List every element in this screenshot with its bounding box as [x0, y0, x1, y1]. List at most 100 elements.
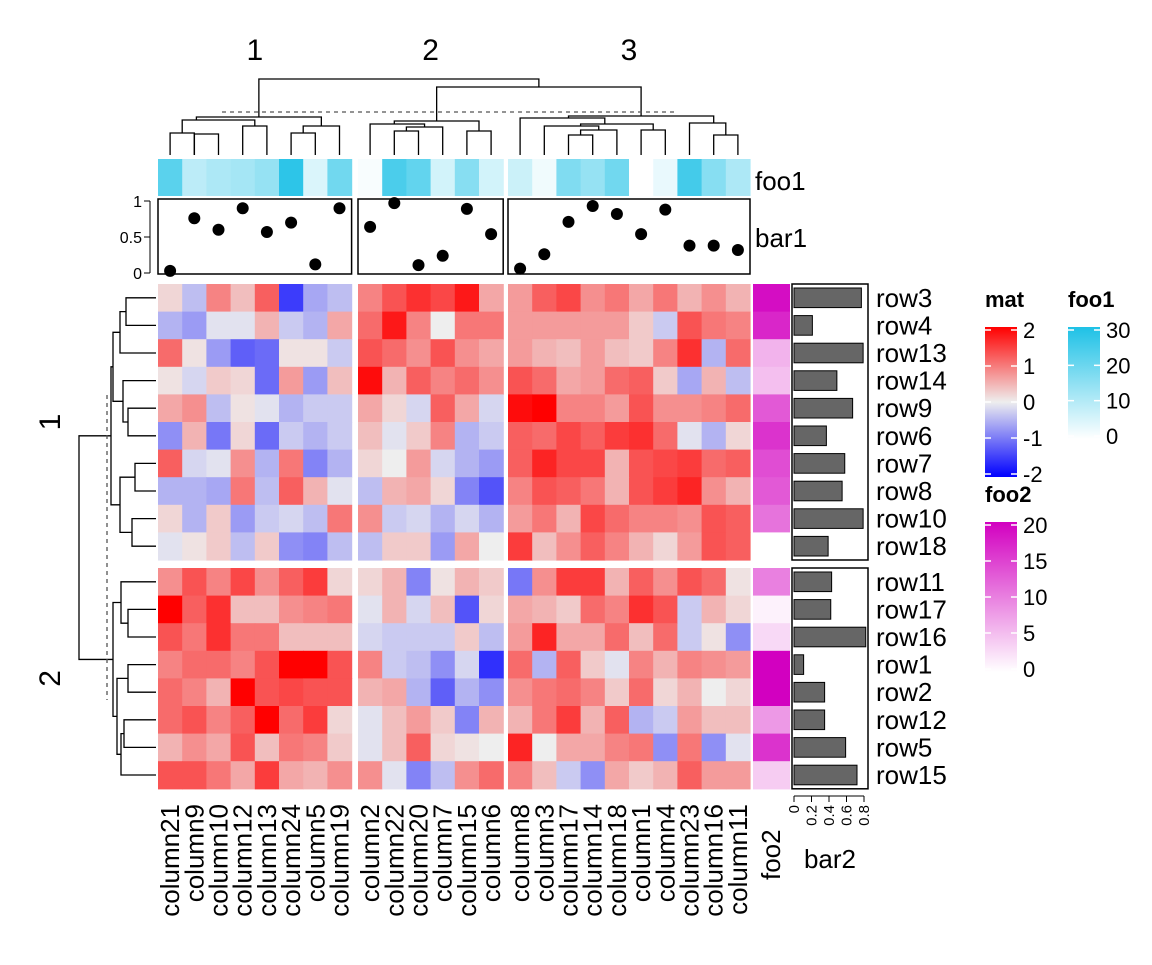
bar1-point	[285, 216, 298, 229]
heatmap-cell	[653, 623, 678, 652]
heatmap-cell	[382, 449, 407, 478]
foo1-cell	[430, 159, 456, 196]
heatmap-cell	[604, 311, 630, 340]
heatmap-cell	[327, 678, 353, 707]
row-name: row7	[876, 448, 932, 478]
heatmap-cell	[382, 761, 407, 790]
heatmap-cell	[327, 568, 353, 597]
heatmap-cell	[254, 339, 280, 368]
heatmap-cell	[254, 650, 280, 679]
column-slice-title: 1	[246, 34, 263, 67]
heatmap-cell	[382, 595, 407, 624]
foo1-cell	[454, 159, 480, 196]
heatmap-cell	[479, 623, 504, 652]
bar1-point	[309, 258, 322, 271]
heatmap-cell	[327, 394, 353, 423]
foo1-cell	[206, 159, 232, 196]
heatmap-cell	[206, 311, 232, 340]
legend-tick-label: 20	[1023, 513, 1047, 538]
heatmap-cell	[230, 650, 256, 679]
heatmap-cell	[279, 623, 304, 652]
heatmap-cell	[580, 284, 606, 313]
dendrogram-branch	[519, 117, 606, 155]
heatmap-cell	[254, 394, 280, 423]
heatmap-cell	[158, 504, 183, 533]
heatmap-cell	[279, 504, 304, 533]
heatmap-cell	[303, 366, 328, 395]
heatmap-cell	[206, 449, 232, 478]
bar2-bar	[793, 453, 846, 474]
bar2-bar	[793, 571, 833, 593]
heatmap-cell	[454, 311, 480, 340]
heatmap-cell	[580, 706, 606, 735]
bar1-point	[188, 212, 201, 225]
dendrogram-branch	[195, 116, 322, 126]
heatmap-cell	[677, 394, 703, 423]
heatmap-cell	[454, 366, 480, 395]
heatmap-cell	[254, 761, 280, 790]
heatmap-cell	[230, 595, 256, 624]
dendrogram-branch	[134, 462, 156, 492]
heatmap-cell	[182, 339, 207, 368]
bar2-annotation: 0 0.2 0.4 0.6 0.8	[786, 283, 873, 826]
heatmap-cell	[532, 650, 557, 679]
bar2-bar	[793, 480, 843, 502]
heatmap-cell	[158, 477, 183, 506]
column-name: column10	[204, 804, 234, 917]
heatmap-cell	[508, 733, 533, 762]
heatmap-cell	[580, 623, 606, 652]
heatmap-cell	[254, 366, 280, 395]
heatmap-cell	[653, 568, 678, 597]
heatmap-cell	[604, 650, 630, 679]
heatmap-cell	[580, 595, 606, 624]
heatmap-cell	[532, 449, 557, 478]
bar1-point	[260, 225, 273, 238]
heatmap-cell	[303, 733, 328, 762]
heatmap-cell	[406, 595, 432, 624]
heatmap-cell	[303, 595, 328, 624]
heatmap-cell	[382, 339, 407, 368]
dendrogram-branch	[127, 608, 156, 638]
heatmap-cell	[701, 422, 727, 451]
heatmap-cell	[604, 761, 630, 790]
heatmap-cell	[454, 532, 480, 561]
heatmap-cell	[254, 284, 280, 313]
heatmap-cell	[230, 532, 256, 561]
heatmap-cell	[303, 678, 328, 707]
column-name: column1	[626, 804, 656, 902]
heatmap-cell	[629, 678, 654, 707]
heatmap-cell	[725, 532, 751, 561]
heatmap-cell	[303, 422, 328, 451]
bar2-bar	[793, 764, 858, 786]
bar2-bar	[793, 315, 813, 336]
row-name: row11	[876, 567, 945, 597]
heatmap-cell	[230, 568, 256, 597]
heatmap-cell	[406, 284, 432, 313]
heatmap-cell	[206, 422, 232, 451]
heatmap-cell	[303, 449, 328, 478]
heatmap-cell	[604, 504, 630, 533]
heatmap-cell	[358, 678, 383, 707]
heatmap-cell	[701, 311, 727, 340]
heatmap-cell	[382, 504, 407, 533]
heatmap-cell	[158, 532, 183, 561]
foo1-cell	[677, 159, 703, 196]
heatmap-cell	[629, 623, 654, 652]
heatmap-cell	[303, 477, 328, 506]
foo2-cell	[753, 678, 790, 707]
heatmap-cell	[629, 394, 654, 423]
heatmap-cell	[182, 761, 207, 790]
heatmap-cell	[604, 706, 630, 735]
heatmap-cell	[653, 678, 678, 707]
heatmap-cell	[725, 366, 751, 395]
foo2-cell	[753, 733, 790, 762]
heatmap-cell	[701, 394, 727, 423]
heatmap-cell	[430, 422, 456, 451]
heatmap-cell	[327, 623, 353, 652]
dendrogram-branch	[579, 129, 618, 155]
heatmap-cell	[182, 394, 207, 423]
heatmap-cell	[532, 394, 557, 423]
heatmap-cell	[430, 650, 456, 679]
heatmap-cell	[303, 532, 328, 561]
